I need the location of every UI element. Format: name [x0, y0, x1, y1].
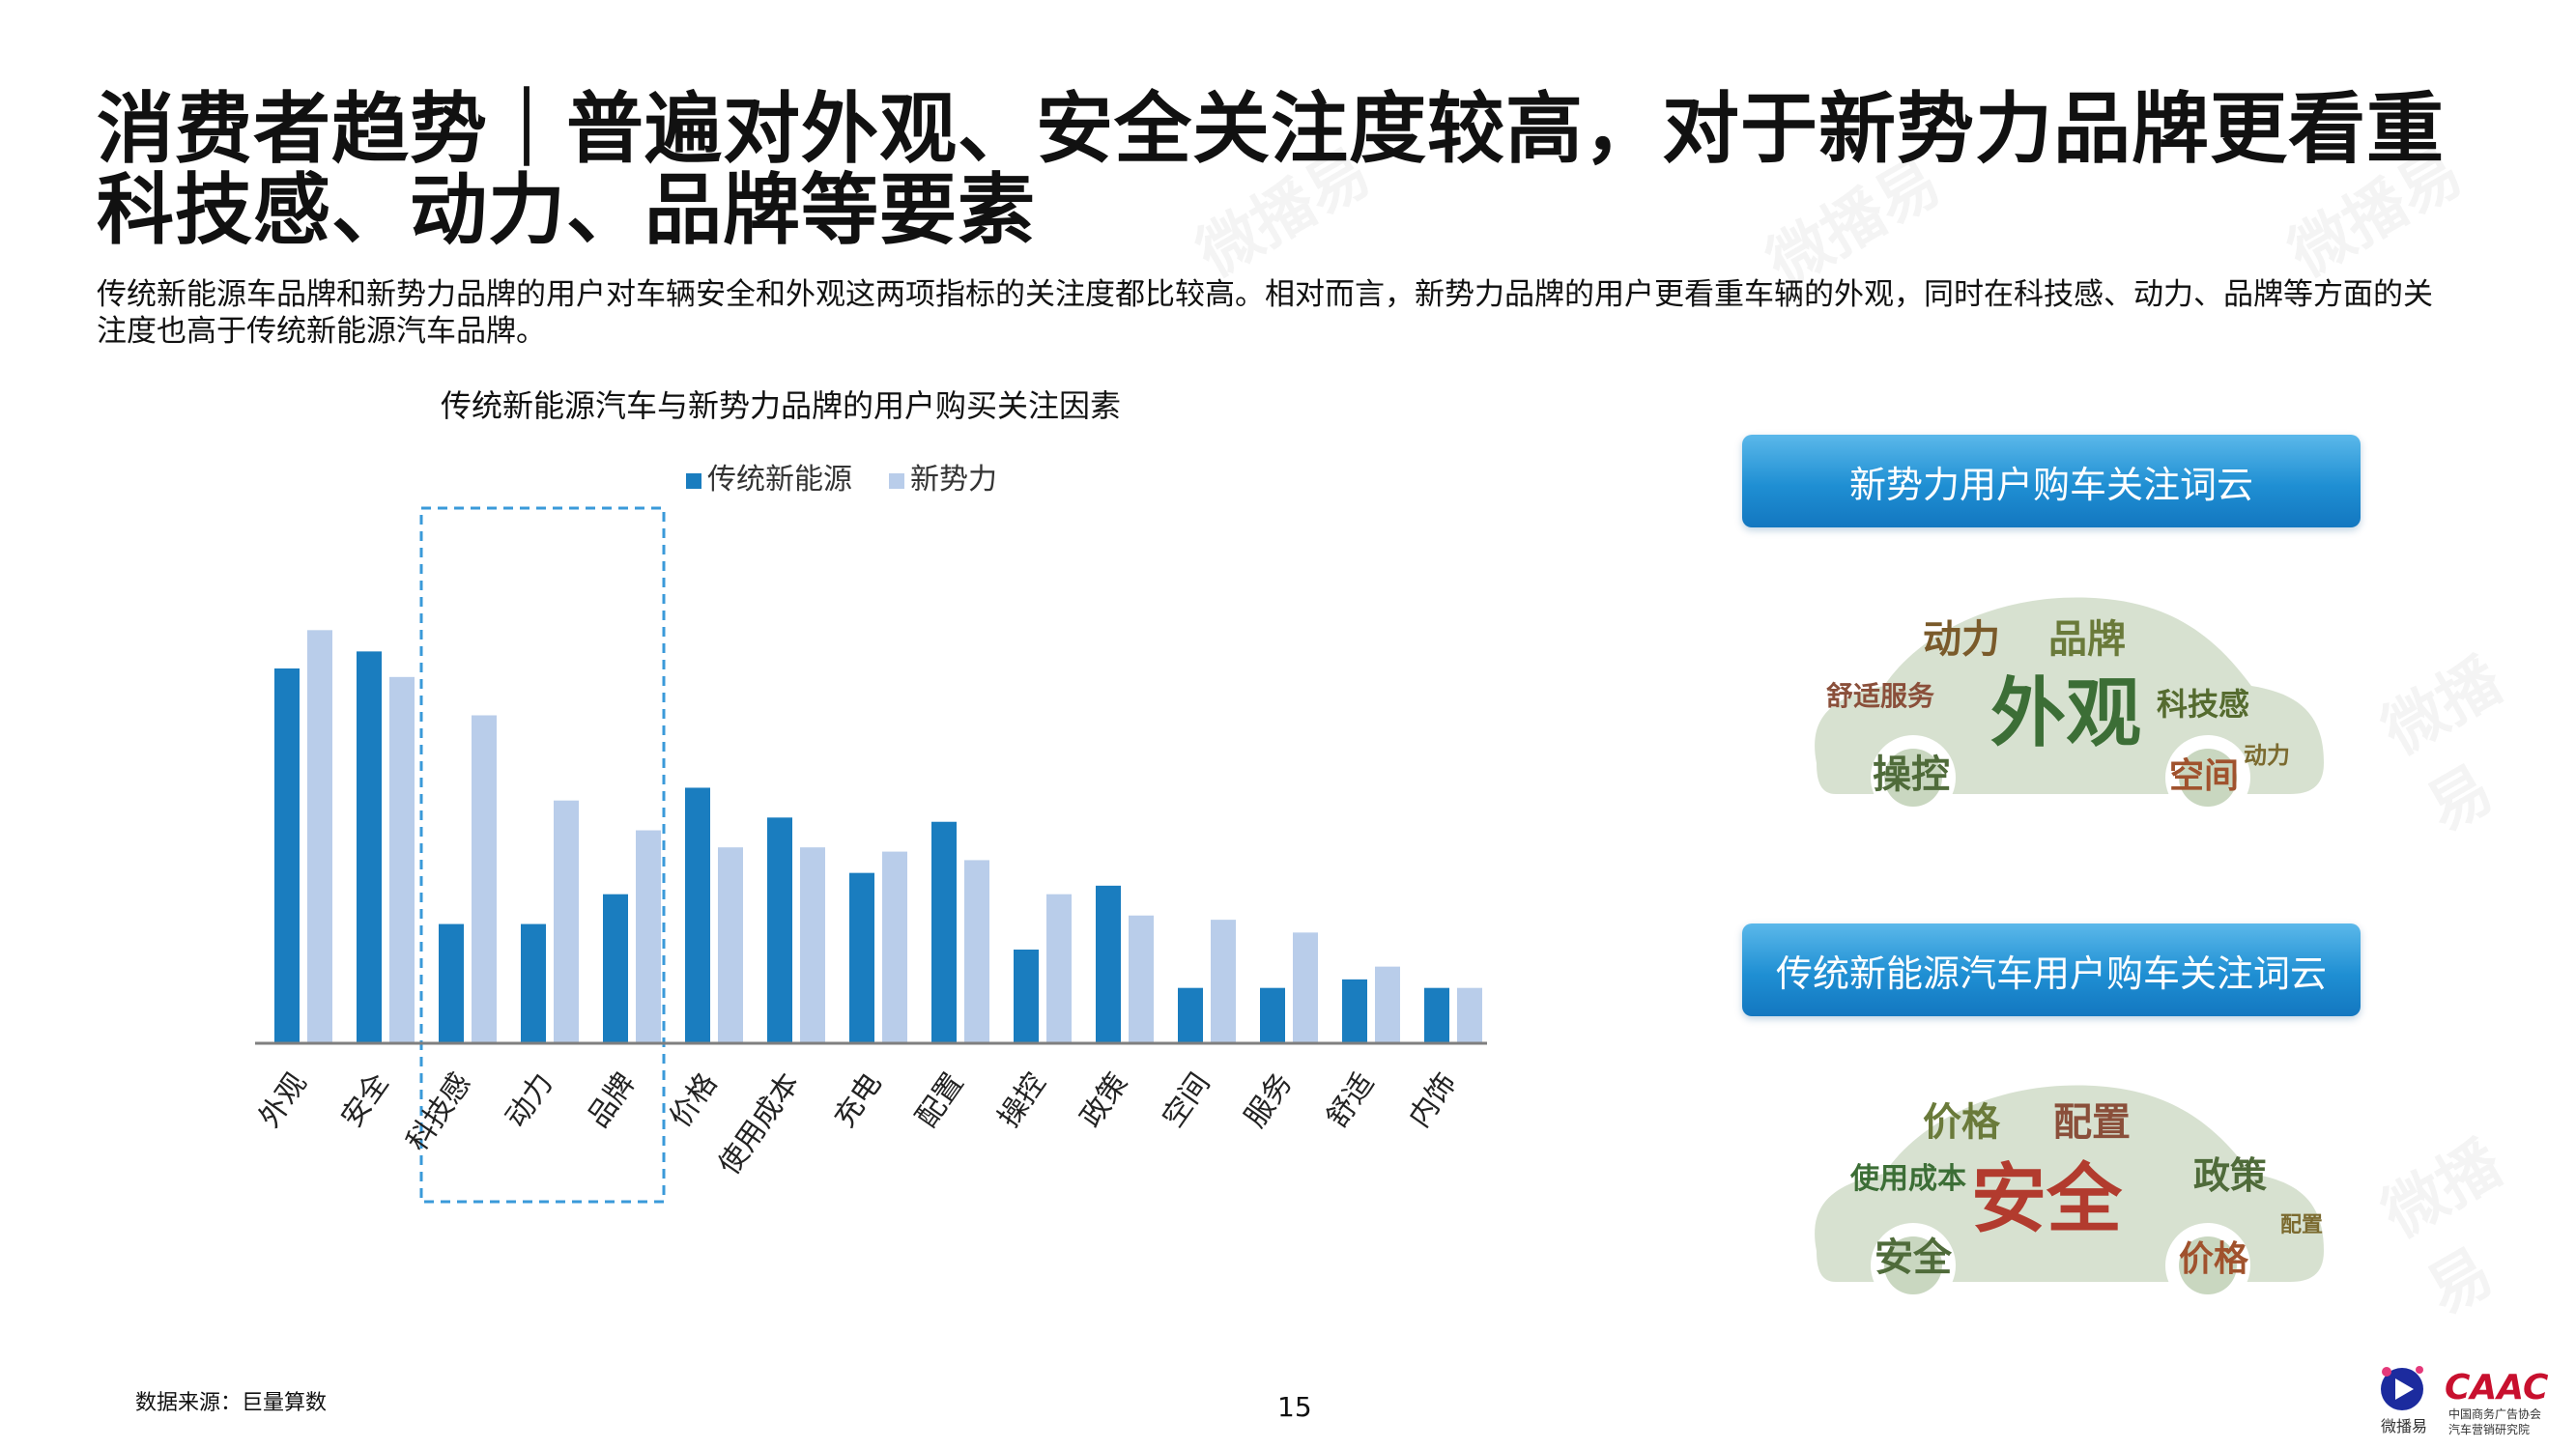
- bar-traditional: [1178, 987, 1203, 1043]
- bar-new-forces: [1046, 894, 1072, 1043]
- watermark: 微播易: [2363, 605, 2576, 848]
- bar-traditional: [1424, 987, 1449, 1043]
- cloud-word: 动力: [2244, 742, 2290, 769]
- bar-new-forces: [718, 847, 743, 1043]
- bar-traditional: [1014, 950, 1039, 1043]
- bar-new-forces: [554, 800, 579, 1043]
- x-tick-label: 配置: [909, 1067, 970, 1134]
- x-tick-label: 使用成本: [712, 1067, 806, 1181]
- legend-swatch: [686, 473, 701, 489]
- chart-title: 传统新能源汽车与新势力品牌的用户购买关注因素: [441, 387, 1122, 424]
- bar-traditional: [521, 923, 546, 1043]
- x-tick-label: 动力: [499, 1067, 559, 1134]
- weiboyi-logo: 微播易: [2381, 1366, 2427, 1435]
- x-tick-label: 科技感: [400, 1067, 477, 1158]
- cloud-word: 价格: [1923, 1100, 2001, 1145]
- x-tick-label: 操控: [991, 1067, 1052, 1134]
- traditional-cloud-banner: 传统新能源汽车用户购车关注词云: [1742, 923, 2361, 1016]
- x-tick-label: 价格: [663, 1067, 724, 1134]
- bar-new-forces: [389, 676, 415, 1043]
- bar-traditional: [603, 894, 628, 1043]
- traditional-word-cloud: 安全 价格 配置 使用成本 政策 安全 价格 配置: [1815, 1085, 2324, 1308]
- new-forces-cloud-banner: 新势力用户购车关注词云: [1742, 435, 2361, 527]
- caac-logo-sub2: 汽车营销研究院: [2448, 1422, 2530, 1436]
- caac-logo-sub1: 中国商务广告协会: [2448, 1406, 2541, 1421]
- legend-swatch: [889, 473, 904, 489]
- bar-traditional: [767, 817, 792, 1043]
- watermark: 微播易: [2363, 1088, 2576, 1331]
- bar-new-forces: [1211, 920, 1236, 1043]
- bar-new-forces: [882, 851, 907, 1043]
- traditional-cloud-title: 传统新能源汽车用户购车关注词云: [1775, 952, 2327, 995]
- x-tick-label: 安全: [334, 1067, 395, 1134]
- cloud-word: 安全: [1971, 1156, 2123, 1243]
- bar-traditional: [931, 821, 957, 1043]
- x-tick-label: 服务: [1238, 1067, 1299, 1134]
- x-tick-label: 空间: [1156, 1067, 1216, 1134]
- page-number: 15: [1277, 1391, 1312, 1423]
- page-subtitle: 传统新能源车品牌和新势力品牌的用户对车辆安全和外观这两项指标的关注度都比较高。相…: [97, 277, 2433, 349]
- cloud-word: 安全: [1875, 1236, 1953, 1280]
- x-tick-label: 舒适: [1320, 1067, 1381, 1134]
- bar-traditional: [274, 668, 300, 1043]
- highlight-box: [419, 506, 666, 1204]
- cloud-word: 政策: [2193, 1154, 2267, 1197]
- bar-new-forces: [307, 630, 332, 1043]
- legend-label: 传统新能源: [707, 463, 852, 497]
- cloud-word: 动力: [1923, 617, 2000, 662]
- cloud-word: 配置: [2280, 1213, 2323, 1237]
- caac-logo: CAAC 中国商务广告协会 汽车营销研究院: [2445, 1368, 2549, 1436]
- bar-traditional: [685, 787, 710, 1043]
- new-forces-cloud-title: 新势力用户购车关注词云: [1848, 463, 2253, 506]
- cloud-word: 外观: [1990, 670, 2141, 757]
- bar-traditional: [439, 923, 464, 1043]
- bar-traditional: [1096, 885, 1121, 1043]
- bar-new-forces: [800, 847, 825, 1043]
- x-tick-label: 内饰: [1402, 1067, 1463, 1134]
- bar-new-forces: [1457, 987, 1482, 1043]
- cloud-word: 配置: [2053, 1100, 2131, 1145]
- legend-label: 新势力: [910, 463, 997, 497]
- bar-traditional: [357, 651, 382, 1043]
- cloud-word: 操控: [1873, 753, 1950, 797]
- page-title: 消费者趋势｜普遍对外观、安全关注度较高，对于新势力品牌更看重科技感、动力、品牌等…: [97, 84, 2445, 255]
- cloud-word: 科技感: [2157, 686, 2249, 723]
- bar-new-forces: [1375, 966, 1400, 1043]
- bar-new-forces: [472, 715, 497, 1043]
- x-tick-label: 充电: [827, 1067, 888, 1134]
- cloud-word: 空间: [2169, 756, 2239, 796]
- cloud-word: 舒适服务: [1826, 680, 1934, 712]
- bar-new-forces: [964, 860, 989, 1043]
- x-tick-label: 政策: [1073, 1067, 1134, 1134]
- bar-new-forces: [636, 830, 661, 1043]
- weiboyi-logo-label: 微播易: [2381, 1417, 2427, 1435]
- bar-traditional: [1260, 987, 1285, 1043]
- cloud-word: 品牌: [2048, 617, 2126, 662]
- cloud-word: 价格: [2179, 1239, 2249, 1279]
- new-forces-word-cloud: 外观 动力 品牌 科技感 舒适服务 操控 空间 动力: [1815, 597, 2324, 820]
- bar-traditional: [849, 872, 874, 1043]
- bar-new-forces: [1129, 915, 1154, 1043]
- x-tick-label: 品牌: [581, 1067, 642, 1134]
- cloud-word: 使用成本: [1849, 1162, 1966, 1196]
- bar-traditional: [1342, 979, 1367, 1043]
- x-tick-label: 外观: [252, 1067, 313, 1134]
- data-source: 数据来源：巨量算数: [135, 1391, 328, 1415]
- bar-new-forces: [1293, 932, 1318, 1043]
- caac-logo-label: CAAC: [2445, 1368, 2549, 1407]
